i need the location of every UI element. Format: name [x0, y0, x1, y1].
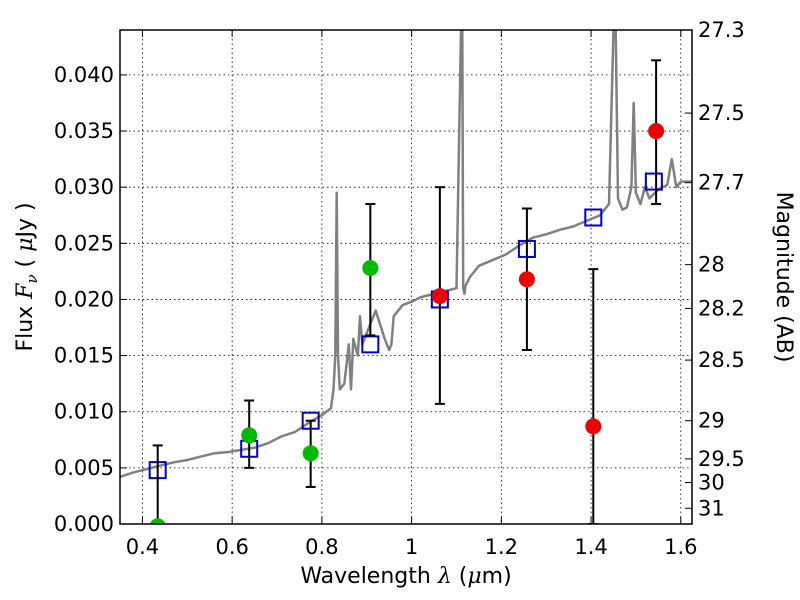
y2-tick-label: 27.7: [698, 171, 745, 195]
y2-tick-label: 29: [698, 409, 725, 433]
y-tick-label: 0.005: [54, 456, 114, 480]
x-tick-label: 0.8: [305, 535, 338, 559]
y-tick-label: 0.010: [54, 400, 114, 424]
y-tick-label: 0.035: [54, 119, 114, 143]
y-tick-label: 0.015: [54, 344, 114, 368]
y2-tick-label: 28: [698, 253, 725, 277]
x-tick-label: 0.6: [215, 535, 248, 559]
y-tick-label: 0.030: [54, 175, 114, 199]
red-point: [518, 271, 535, 288]
y-tick-label: 0.020: [54, 287, 114, 311]
green-point: [302, 445, 319, 462]
y-tick-label: 0.040: [54, 63, 114, 87]
y2-tick-label: 30: [698, 470, 725, 494]
y-axis-label: Flux Fν ( μJy ): [13, 202, 41, 351]
y2-tick-label: 27.3: [698, 18, 745, 42]
green-point: [241, 427, 258, 444]
x-tick-label: 1.6: [664, 535, 697, 559]
y2-tick-label: 29.5: [698, 447, 745, 471]
green-point: [150, 518, 166, 524]
grid-lines: [120, 30, 692, 525]
y-tick-label: 0.000: [54, 512, 114, 536]
x-tick-label: 1.4: [574, 535, 607, 559]
y2-axis-label: Magnitude (AB): [771, 192, 796, 363]
red-point: [648, 123, 665, 140]
y2-tick-label: 28.5: [698, 348, 745, 372]
red-point: [431, 288, 448, 305]
plot-frame: [119, 29, 693, 525]
y2-tick-label: 31: [698, 496, 725, 520]
y2-tick-label: 28.2: [698, 296, 745, 320]
model-square-point: [584, 208, 603, 227]
model-square-point: [644, 172, 663, 191]
red-point: [585, 418, 602, 435]
y-tick-label: 0.025: [54, 231, 114, 255]
x-tick-label: 1.2: [485, 535, 518, 559]
x-axis-label: Wavelength λ (μm): [300, 564, 511, 589]
x-tick-label: 1: [405, 535, 418, 559]
x-tick-label: 0.4: [126, 535, 159, 559]
y2-tick-label: 27.5: [698, 101, 745, 125]
plot-area: [120, 30, 692, 524]
green-point: [362, 260, 379, 277]
axis-ticks: 0.4 0.6 0.8 1 1.2 1.4 1.6 0.000 0.005 0.010 0.015 0…: [54, 18, 745, 559]
spectrum-line: [120, 30, 692, 478]
